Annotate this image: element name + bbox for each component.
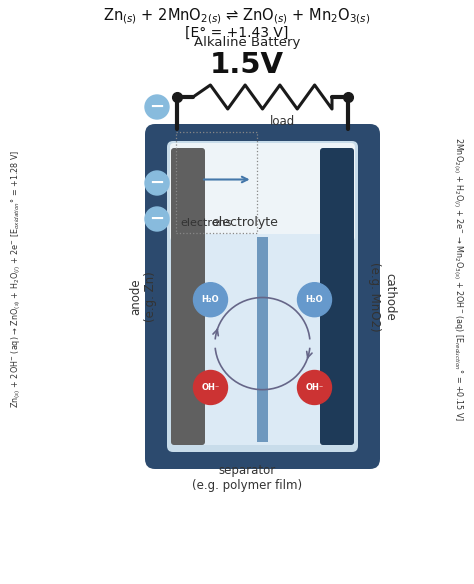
Circle shape (145, 207, 169, 231)
Circle shape (145, 95, 169, 119)
FancyBboxPatch shape (170, 143, 355, 241)
Text: load: load (270, 115, 295, 128)
Text: H₂O: H₂O (306, 295, 323, 304)
Bar (176, 132, 257, 233)
Text: OH⁻: OH⁻ (201, 383, 219, 392)
Text: electrons: electrons (180, 218, 231, 228)
Text: [E° = +1.43 V]: [E° = +1.43 V] (185, 26, 289, 40)
Text: separator
(e.g. polymer film): separator (e.g. polymer film) (192, 464, 302, 492)
Circle shape (193, 283, 228, 317)
FancyBboxPatch shape (167, 141, 358, 452)
Text: Zn$_{(s)}$ + 2OH$^{-}$ (aq) → ZnO$_{(s)}$ + H$_2$O$_{(l)}$ + 2e$^{-}$ [E$_{oxida: Zn$_{(s)}$ + 2OH$^{-}$ (aq) → ZnO$_{(s)}… (9, 150, 23, 408)
FancyBboxPatch shape (202, 234, 323, 445)
Text: anode
(e.g. Zn): anode (e.g. Zn) (129, 271, 157, 322)
Circle shape (145, 171, 169, 195)
FancyBboxPatch shape (171, 148, 205, 445)
Text: electrolyte: electrolyte (211, 216, 278, 229)
Text: −: − (149, 98, 164, 116)
Text: 1.5V: 1.5V (210, 51, 284, 79)
FancyBboxPatch shape (320, 148, 354, 445)
Bar (257, 237, 268, 442)
Circle shape (298, 283, 331, 317)
Circle shape (193, 370, 228, 405)
Text: Alkaline Battery: Alkaline Battery (194, 36, 300, 49)
Text: 2MnO$_{2(s)}$ + H$_2$O$_{(l)}$ + 2e$^{-}$ → Mn$_2$O$_{3(s)}$ + 2OH$^{-}$ (aq) [E: 2MnO$_{2(s)}$ + H$_2$O$_{(l)}$ + 2e$^{-}… (451, 137, 465, 421)
FancyBboxPatch shape (145, 124, 380, 469)
Text: Zn$_{(s)}$ + 2MnO$_{2(s)}$ ⇌ ZnO$_{(s)}$ + Mn$_2$O$_{3(s)}$: Zn$_{(s)}$ + 2MnO$_{2(s)}$ ⇌ ZnO$_{(s)}$… (103, 6, 371, 26)
Circle shape (298, 370, 331, 405)
Text: OH⁻: OH⁻ (305, 383, 324, 392)
Text: −: − (149, 210, 164, 228)
Text: H₂O: H₂O (202, 295, 219, 304)
Text: cathode
(e.g. MnO2): cathode (e.g. MnO2) (368, 262, 396, 331)
Text: −: − (149, 174, 164, 192)
